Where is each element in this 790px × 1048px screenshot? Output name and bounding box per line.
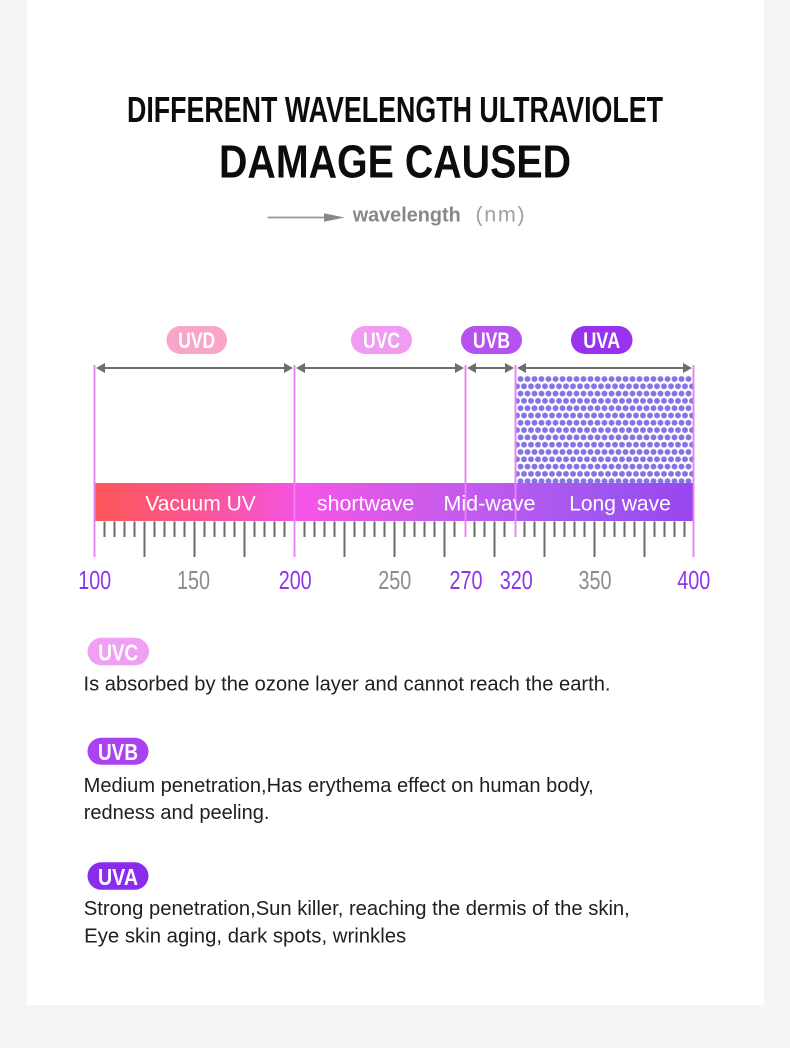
svg-text:UVC: UVC	[363, 328, 400, 353]
svg-text:DAMAGE CAUSED: DAMAGE CAUSED	[219, 136, 571, 188]
svg-text:400: 400	[677, 565, 710, 595]
svg-text:UVD: UVD	[178, 328, 215, 353]
svg-text:UVA: UVA	[98, 864, 138, 890]
svg-text:wavelength: wavelength	[352, 205, 461, 227]
svg-text:Eye skin aging, dark spots, wr: Eye skin aging, dark spots, wrinkles	[84, 925, 406, 947]
svg-text:100: 100	[78, 565, 111, 595]
svg-text:UVB: UVB	[98, 739, 138, 765]
svg-text:UVB: UVB	[473, 328, 510, 353]
svg-text:320: 320	[500, 565, 533, 595]
svg-text:UVA: UVA	[583, 328, 620, 353]
svg-text:UVC: UVC	[98, 639, 138, 665]
svg-text:redness and peeling.: redness and peeling.	[84, 802, 270, 824]
svg-text:shortwave: shortwave	[317, 493, 414, 516]
svg-text:Medium penetration,Has erythem: Medium penetration,Has erythema effect o…	[84, 775, 594, 797]
svg-text:350: 350	[579, 565, 612, 595]
svg-text:(nm): (nm)	[476, 202, 527, 226]
svg-text:Vacuum UV: Vacuum UV	[145, 493, 256, 516]
svg-text:Strong penetration,Sun killer,: Strong penetration,Sun killer, reaching …	[84, 898, 630, 920]
svg-text:270: 270	[450, 565, 483, 595]
svg-text:Mid-wave: Mid-wave	[444, 493, 536, 516]
svg-text:150: 150	[177, 565, 210, 595]
svg-text:Is absorbed by the ozone layer: Is absorbed by the ozone layer and canno…	[84, 674, 611, 696]
svg-text:200: 200	[279, 565, 312, 595]
svg-text:Long wave: Long wave	[569, 493, 671, 516]
svg-text:250: 250	[378, 565, 411, 595]
svg-text:DIFFERENT WAVELENGTH ULTRAVIOL: DIFFERENT WAVELENGTH ULTRAVIOLET	[127, 89, 663, 130]
